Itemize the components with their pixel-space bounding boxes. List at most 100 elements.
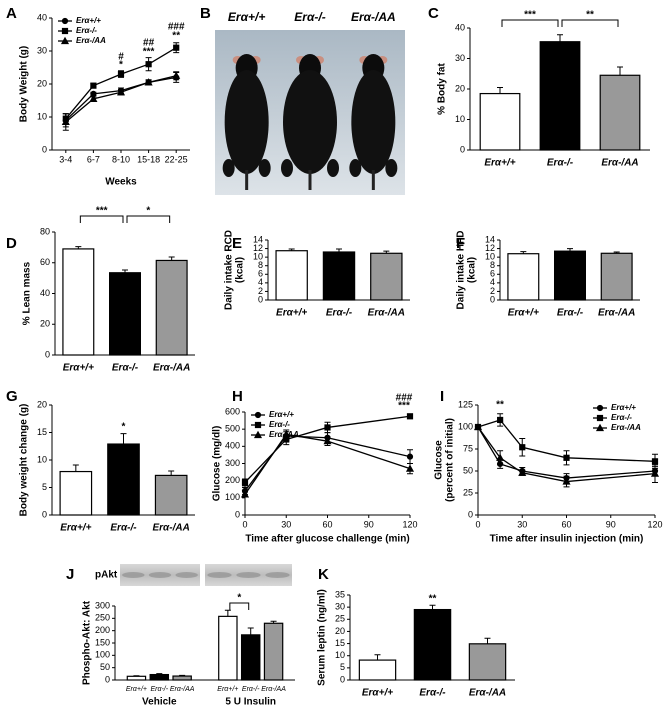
y-tick-label: 100	[95, 650, 110, 660]
y-axis-label: (kcal)	[235, 257, 246, 283]
data-point	[650, 469, 660, 477]
bar	[126, 675, 147, 681]
y-tick-label: 10	[335, 650, 345, 660]
significance-bracket	[501, 19, 559, 27]
bar	[172, 675, 192, 681]
bar	[59, 470, 93, 516]
error-bar	[557, 34, 563, 42]
y-tick-label: 4	[258, 277, 263, 287]
y-tick-label: 250	[95, 613, 110, 623]
legend-label: Erα-/-	[269, 420, 290, 429]
group-label: 5 U Insulin	[225, 697, 276, 708]
blot-band	[207, 572, 232, 578]
data-point	[116, 88, 126, 96]
x-tick-label: 3-4	[59, 154, 72, 164]
error-bar	[247, 627, 254, 635]
y-tick-label: 20	[40, 319, 50, 329]
mouse-tail	[308, 170, 312, 190]
category-label: Erα-/AA	[469, 688, 506, 699]
bar	[468, 643, 507, 681]
blot-band	[175, 572, 198, 578]
y-tick-label: 0	[258, 294, 263, 304]
significance-label: *	[237, 593, 241, 604]
mouse-tail	[371, 170, 375, 190]
data-point	[406, 413, 414, 420]
bar	[240, 634, 261, 681]
panel-letter: E	[232, 235, 242, 252]
x-tick-label: 60	[561, 519, 571, 529]
data-point	[282, 430, 291, 438]
y-tick-label: 20	[455, 83, 465, 93]
y-tick-label: 25	[335, 614, 345, 624]
bar	[479, 92, 521, 151]
y-tick-label: 8	[490, 260, 495, 270]
y-tick-label: 0	[468, 509, 473, 519]
legend-marker	[253, 430, 263, 439]
y-axis-label: Daily intake HFD	[456, 231, 467, 310]
bar	[263, 622, 284, 681]
bar	[275, 250, 308, 301]
category-label: Erα-/-	[419, 688, 446, 699]
y-tick-label: 0	[42, 509, 47, 519]
y-tick-label: 10	[455, 114, 465, 124]
error-bar	[122, 269, 128, 273]
data-point	[172, 71, 181, 79]
error-bar	[374, 654, 381, 661]
series-line	[244, 415, 411, 483]
photo-caption: Erα+/+	[228, 10, 265, 24]
y-tick-label: 0	[490, 294, 495, 304]
legend-marker	[596, 404, 604, 412]
series-line	[244, 433, 411, 495]
y-axis-label: Serum leptin (ng/ml)	[317, 589, 328, 686]
y-tick-label: 10	[485, 252, 495, 262]
y-tick-label: 25	[463, 487, 473, 497]
data-point	[405, 464, 415, 472]
bar	[322, 251, 356, 301]
bar	[599, 74, 641, 151]
data-point	[496, 453, 505, 461]
legend-marker	[254, 411, 262, 419]
y-tick-label: 150	[95, 637, 110, 647]
significance-label: *	[146, 206, 150, 217]
bar	[149, 673, 170, 681]
y-tick-label: 15	[37, 427, 47, 437]
error-bar	[288, 248, 295, 251]
error-bar	[224, 609, 231, 617]
data-point	[89, 94, 98, 102]
category-label: Erα-/-	[242, 686, 260, 693]
error-bar	[484, 637, 491, 644]
significance-label: ##	[143, 38, 155, 49]
error-bar	[168, 256, 175, 261]
significance-bracket	[561, 19, 619, 27]
panel-letter: F	[456, 235, 465, 252]
category-label: Erα-/-	[557, 308, 584, 319]
significance-label: ###	[396, 393, 413, 404]
panel-letter: K	[318, 566, 329, 583]
y-axis-label: Body weight change (g)	[19, 404, 30, 517]
y-tick-label: 14	[485, 234, 495, 244]
y-axis-label: % Lean mass	[22, 261, 33, 325]
mouse-leg	[385, 159, 398, 177]
data-point	[117, 71, 125, 78]
group-label: Vehicle	[142, 697, 177, 708]
legend-label: Erα-/-	[76, 26, 97, 35]
panel-letter: I	[440, 388, 444, 405]
legend-label: Erα-/-	[611, 413, 632, 422]
y-tick-label: 10	[37, 454, 47, 464]
y-axis-label: (percent of initial)	[445, 418, 456, 502]
photo-caption: Erα-/-	[294, 10, 325, 24]
error-bar	[383, 250, 390, 254]
bar	[358, 659, 397, 681]
panel-letter: G	[6, 388, 18, 405]
y-axis-label: (kcal)	[467, 257, 478, 283]
mouse-body	[224, 70, 269, 174]
y-tick-label: 30	[455, 53, 465, 63]
blot-label: pAkt	[95, 570, 118, 581]
category-label: Erα-/AA	[368, 308, 405, 319]
x-tick-label: 0	[475, 519, 480, 529]
y-tick-label: 75	[463, 443, 473, 453]
data-point	[241, 479, 249, 486]
error-bar	[156, 673, 163, 675]
significance-label: ***	[96, 206, 108, 217]
significance-bracket	[126, 215, 171, 223]
